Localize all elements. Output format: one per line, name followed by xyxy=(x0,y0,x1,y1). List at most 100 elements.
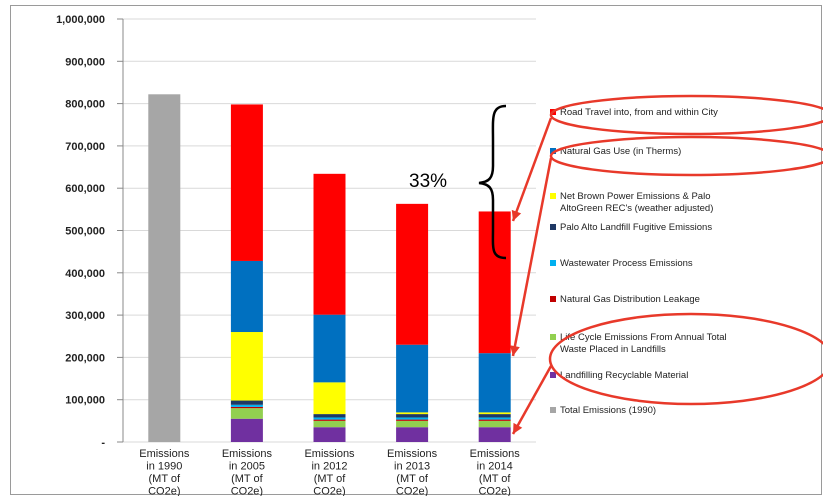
highlight-arrow xyxy=(511,117,553,222)
legend-label-line: Total Emissions (1990) xyxy=(560,405,656,416)
legend-label: Road Travel into, from and within City xyxy=(560,107,718,118)
legend-swatch xyxy=(550,193,556,199)
x-category-label: Emissions in 2014 (MT of CO2e) xyxy=(470,448,521,496)
y-tick-label: 500,000 xyxy=(65,226,105,238)
x-category-label-line: (MT of xyxy=(314,473,347,485)
legend-label-line: Life Cycle Emissions From Annual Total xyxy=(560,332,727,343)
bar-segment xyxy=(230,418,263,442)
bar-segment xyxy=(478,414,511,418)
bar-segment xyxy=(230,104,263,261)
y-tick-label: 400,000 xyxy=(65,268,105,280)
highlight-arrow xyxy=(511,365,553,435)
highlight-ellipse xyxy=(549,135,823,177)
bar-segment xyxy=(313,414,346,418)
legend-label-line: Natural Gas Distribution Leakage xyxy=(560,294,700,305)
highlight-ellipse xyxy=(548,312,823,406)
x-category-label: Emissions in 2005 (MT of CO2e) xyxy=(222,448,273,496)
x-category-label-line: in 1990 xyxy=(146,461,182,473)
x-category-label: Emissions in 1990 (MT of CO2e) xyxy=(139,448,190,496)
highlight-arrowhead xyxy=(513,422,523,434)
legend-label-line: Waste Placed in Landfills xyxy=(560,344,666,355)
highlight-ellipse xyxy=(549,94,823,136)
emissions-stacked-bar-chart: 1,000,000 900,000 800,000 700,000 600,000 500… xyxy=(56,14,823,496)
legend-label-line: Wastewater Process Emissions xyxy=(560,258,693,269)
bar-segment xyxy=(230,406,263,409)
legend-label: Natural Gas Use (in Therms) xyxy=(560,146,681,157)
bars-layer xyxy=(148,94,511,442)
chart-frame: 1,000,000 900,000 800,000 700,000 600,000 500… xyxy=(10,5,823,496)
highlight-arrowhead xyxy=(509,345,520,356)
legend-label: Landfilling Recyclable Material xyxy=(560,370,688,381)
x-category-label-line: CO2e) xyxy=(231,486,263,497)
bar-segment xyxy=(396,412,429,415)
bar-segment xyxy=(396,203,429,345)
legend-label: Palo Alto Landfill Fugitive Emissions xyxy=(560,222,712,233)
annotations: 33% xyxy=(409,94,823,435)
x-category-label-line: (MT of xyxy=(479,473,512,485)
legend: Road Travel into, from and within City Na… xyxy=(550,107,727,416)
legend-label: Net Brown Power Emissions & Palo AltoGree… xyxy=(560,191,713,214)
x-category-label-line: CO2e) xyxy=(313,486,345,497)
legend-label: Natural Gas Distribution Leakage xyxy=(560,294,700,305)
legend-label-line: Natural Gas Use (in Therms) xyxy=(560,146,681,157)
x-category-label-line: Emissions xyxy=(387,448,438,460)
legend-swatch xyxy=(550,224,556,230)
legend-label-line: Road Travel into, from and within City xyxy=(560,107,718,118)
bar-segment xyxy=(478,420,511,428)
bar-segment xyxy=(313,382,346,415)
x-category-label-line: (MT of xyxy=(396,473,429,485)
bar-segment xyxy=(396,420,429,428)
legend-label: Total Emissions (1990) xyxy=(560,405,656,416)
legend-label-line: Landfilling Recyclable Material xyxy=(560,370,688,381)
x-category-label-line: (MT of xyxy=(231,473,264,485)
bar-segment xyxy=(148,94,181,442)
y-tick-label: 600,000 xyxy=(65,183,105,195)
bar-segment xyxy=(396,427,429,442)
x-category-label-line: in 2005 xyxy=(229,461,265,473)
x-category-label: Emissions in 2013 (MT of CO2e) xyxy=(387,448,438,496)
bar-segment xyxy=(478,419,511,421)
bar-segment xyxy=(478,427,511,442)
bar-segment xyxy=(478,211,511,354)
x-category-label: Emissions in 2012 (MT of CO2e) xyxy=(304,448,355,496)
highlight-arrow xyxy=(511,157,553,357)
x-category-label-line: CO2e) xyxy=(478,486,510,497)
bar-segment xyxy=(478,417,511,420)
bar-segment xyxy=(313,419,346,421)
y-tick-label: 900,000 xyxy=(65,56,105,68)
bar-segment xyxy=(230,408,263,419)
x-category-label-line: Emissions xyxy=(139,448,190,460)
legend-swatch xyxy=(550,260,556,266)
x-category-label-line: in 2014 xyxy=(477,461,513,473)
legend-swatch xyxy=(550,148,556,154)
bar-segment xyxy=(396,419,429,421)
y-tick-label: 700,000 xyxy=(65,141,105,153)
y-axis-ticks: 1,000,000 900,000 800,000 700,000 600,000 500… xyxy=(56,14,105,449)
y-tick-label: 100,000 xyxy=(65,395,105,407)
x-category-label-line: Emissions xyxy=(470,448,521,460)
y-tick-label: 300,000 xyxy=(65,310,105,322)
legend-swatch xyxy=(550,407,556,413)
percent-annotation: 33% xyxy=(409,171,447,192)
x-category-label-line: CO2e) xyxy=(396,486,428,497)
curly-brace xyxy=(478,104,507,260)
legend-label-line: Net Brown Power Emissions & Palo xyxy=(560,191,710,202)
x-category-label-line: in 2013 xyxy=(394,461,430,473)
legend-swatch xyxy=(550,296,556,302)
legend-swatch xyxy=(550,372,556,378)
x-category-label-line: Emissions xyxy=(222,448,273,460)
x-category-label-line: CO2e) xyxy=(148,486,180,497)
legend-label-line: AltoGreen REC's (weather adjusted) xyxy=(560,203,713,214)
bar-segment xyxy=(396,344,429,413)
legend-label: Wastewater Process Emissions xyxy=(560,258,693,269)
y-tick-label: 1,000,000 xyxy=(56,14,105,26)
y-tick-label: 800,000 xyxy=(65,99,105,111)
bar-segment xyxy=(478,412,511,415)
bar-segment xyxy=(230,332,263,401)
bar-segment xyxy=(478,353,511,413)
y-tick-label: - xyxy=(101,437,105,449)
bar-segment xyxy=(313,417,346,420)
x-category-label-line: (MT of xyxy=(149,473,182,485)
legend-label: Life Cycle Emissions From Annual Total Wa… xyxy=(560,332,727,355)
bar-segment xyxy=(313,173,346,315)
